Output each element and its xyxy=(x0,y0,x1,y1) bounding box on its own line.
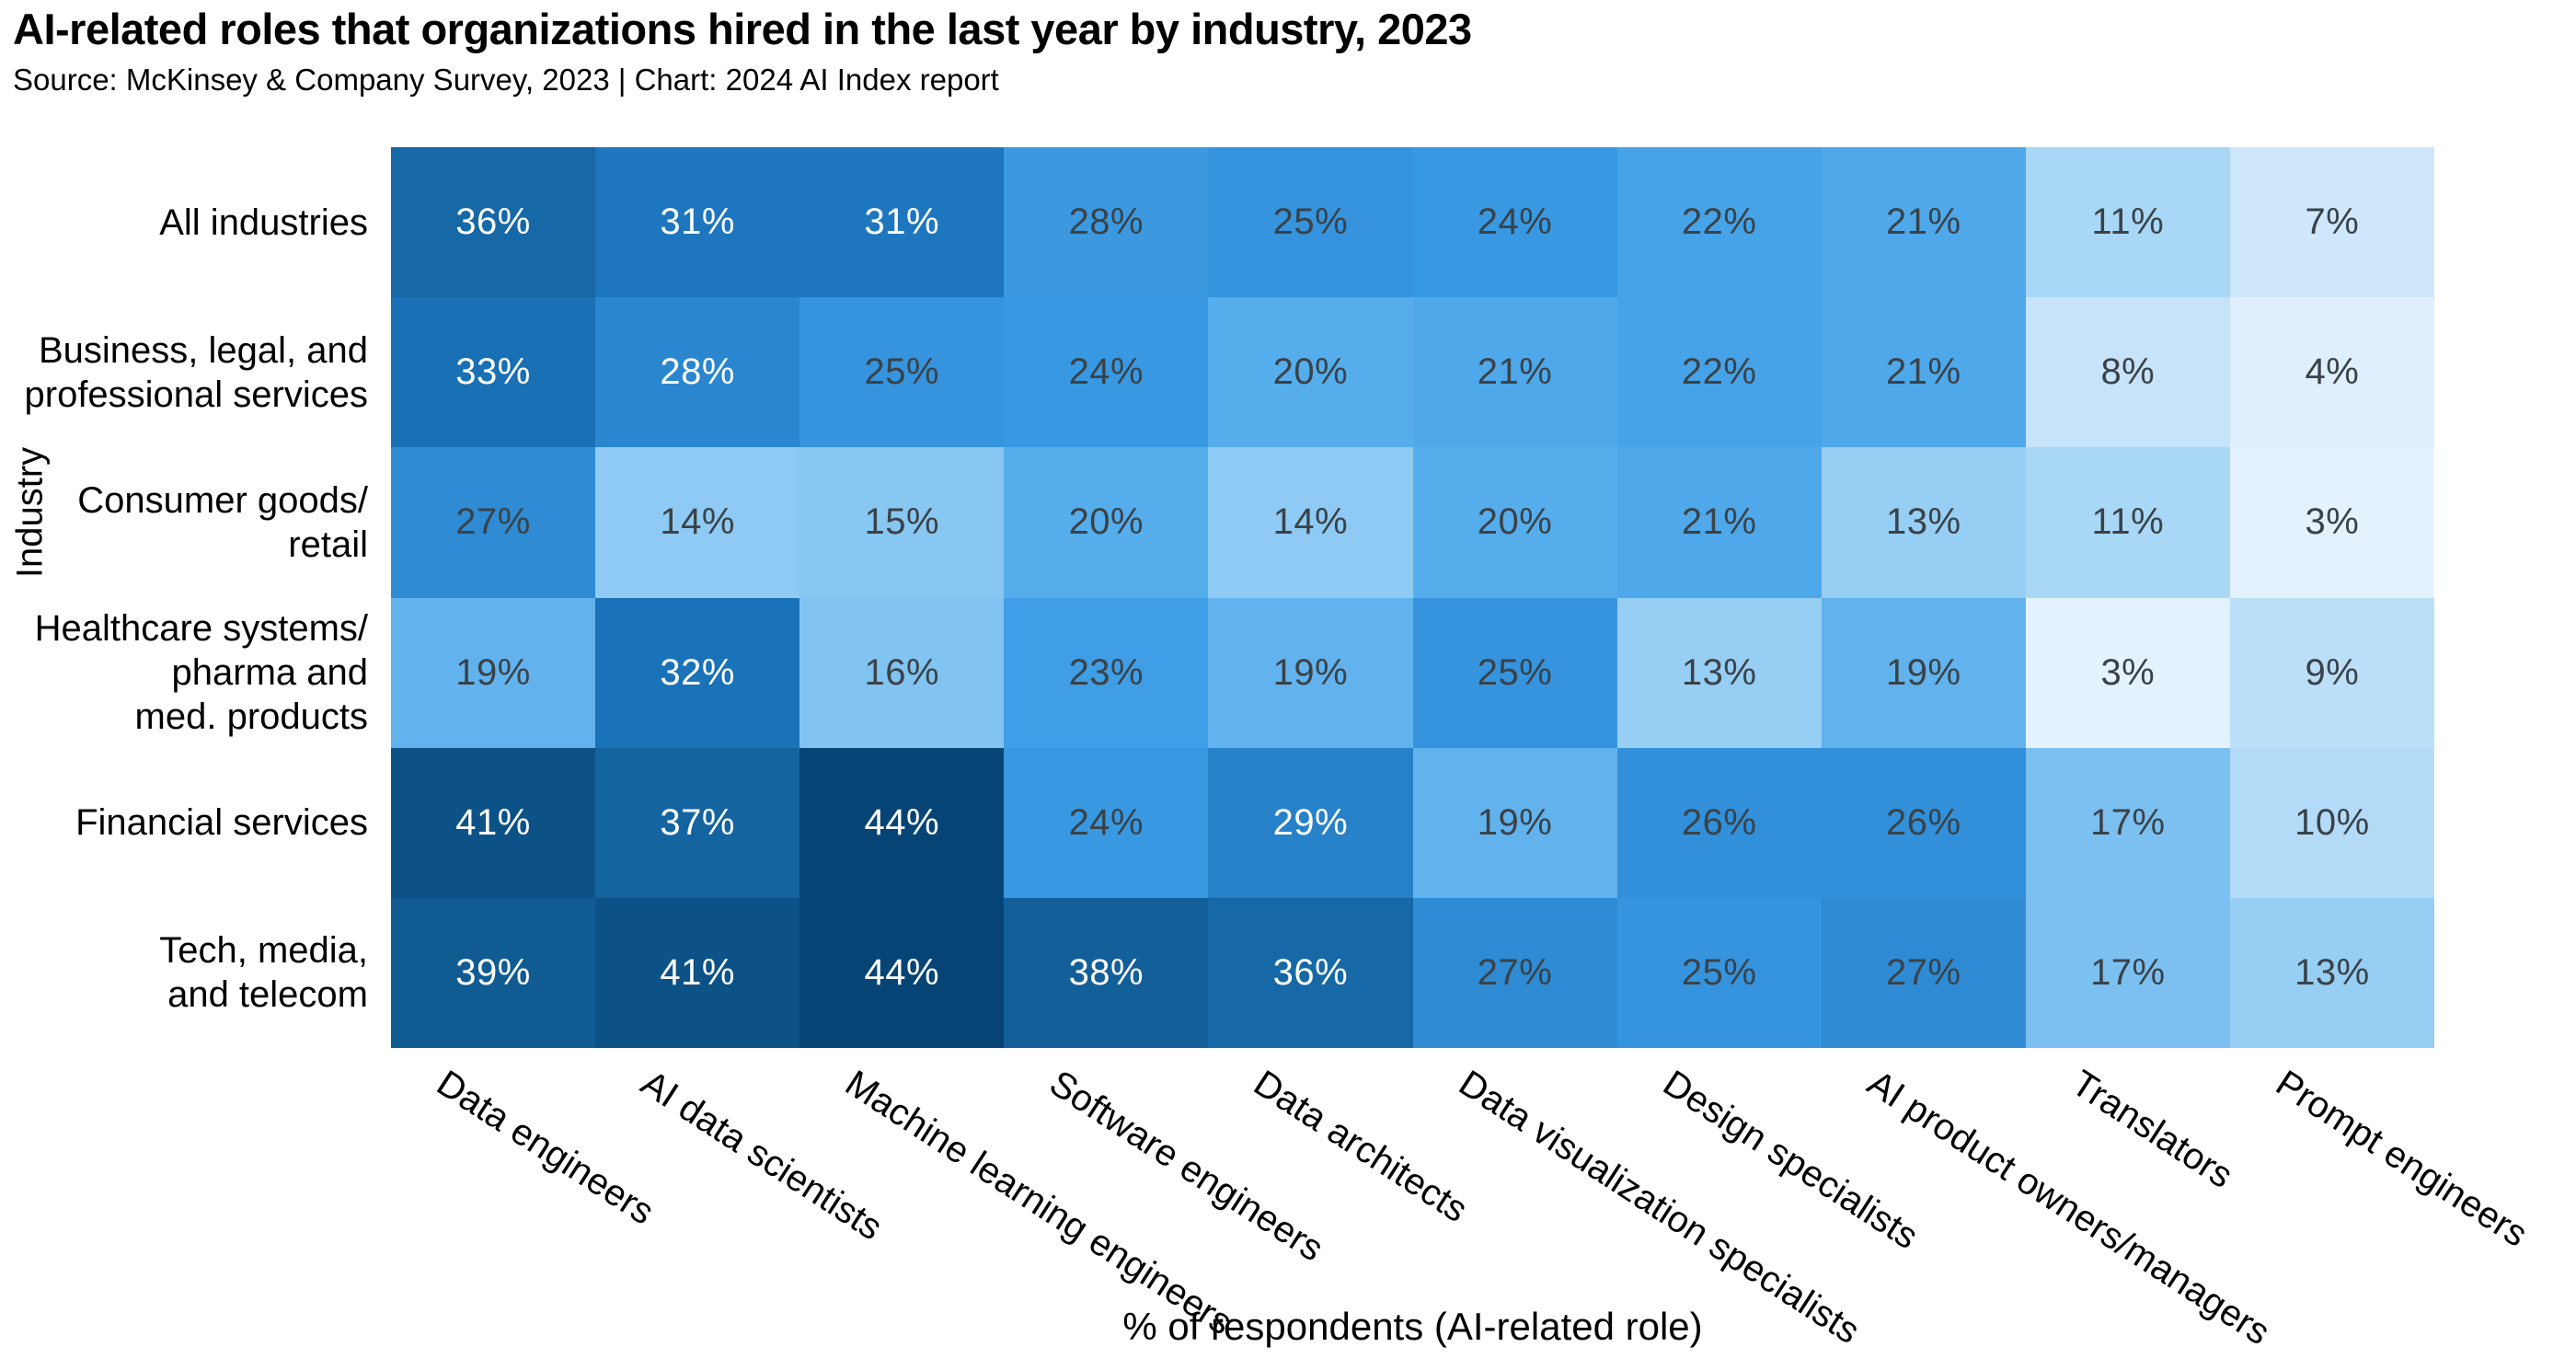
y-tick-label-3: Consumer goods/retail xyxy=(77,479,368,565)
heatmap-cell-r1-c8: 21% xyxy=(1821,147,2026,298)
y-tick-label-5: Financial services xyxy=(75,802,368,844)
y-tick-label-2: Business, legal, and professional service… xyxy=(24,329,369,415)
heatmap-cell-r5-c8: 26% xyxy=(1821,747,2026,898)
x-tick-label-10: Prompt engineers xyxy=(2268,1063,2535,1255)
heatmap-cell-r3-c6: 20% xyxy=(1412,447,1617,598)
heatmap-cell-r2-c2: 28% xyxy=(595,297,800,448)
heatmap-cell-r4-c4: 23% xyxy=(1004,597,1209,748)
page-title: AI-related roles that organizations hire… xyxy=(13,5,1472,53)
heatmap-cell-r4-c7: 13% xyxy=(1616,597,1822,748)
heatmap-cell-r6-c6: 27% xyxy=(1412,897,1617,1048)
heatmap-cell-r3-c1: 27% xyxy=(391,447,596,598)
heatmap-cell-r2-c1: 33% xyxy=(391,297,596,448)
heatmap-cell-r1-c2: 31% xyxy=(595,147,800,298)
heatmap-cell-r1-c7: 22% xyxy=(1616,147,1822,298)
heatmap-cell-r3-c4: 20% xyxy=(1004,447,1209,598)
heatmap-cell-r4-c8: 19% xyxy=(1821,597,2026,748)
heatmap-cell-r4-c6: 25% xyxy=(1412,597,1617,748)
heatmap-cell-r1-c6: 24% xyxy=(1412,147,1617,298)
heatmap-cell-r5-c6: 19% xyxy=(1412,747,1617,898)
heatmap-cell-r5-c7: 26% xyxy=(1616,747,1822,898)
heatmap-cell-r2-c9: 8% xyxy=(2025,297,2230,448)
heatmap-cell-r2-c6: 21% xyxy=(1412,297,1617,448)
heatmap-grid: 36% 31% 31% 28% 25% 24% 22% 21% 11% 7% 33% 28% 25% 24… xyxy=(391,147,2434,1048)
x-tick-label-9: Translators xyxy=(2064,1063,2240,1197)
heatmap-cell-r5-c10: 10% xyxy=(2229,747,2434,898)
heatmap-cell-r2-c4: 24% xyxy=(1004,297,1209,448)
heatmap-cell-r6-c8: 27% xyxy=(1821,897,2026,1048)
heatmap-cell-r1-c3: 31% xyxy=(799,147,1005,298)
heatmap-cell-r2-c8: 21% xyxy=(1821,297,2026,448)
heatmap-cell-r6-c7: 25% xyxy=(1616,897,1822,1048)
heatmap-cell-r6-c3: 44% xyxy=(799,897,1005,1048)
x-tick-label-3: Machine learning engineers xyxy=(838,1063,1240,1343)
heatmap-cell-r3-c5: 14% xyxy=(1208,447,1413,598)
heatmap-cell-r2-c7: 22% xyxy=(1616,297,1822,448)
heatmap-cell-r4-c5: 19% xyxy=(1208,597,1413,748)
heatmap-cell-r6-c2: 41% xyxy=(595,897,800,1048)
heatmap-cell-r6-c4: 38% xyxy=(1004,897,1209,1048)
heatmap-cell-r2-c3: 25% xyxy=(799,297,1005,448)
heatmap-cell-r1-c5: 25% xyxy=(1208,147,1413,298)
heatmap-cell-r4-c10: 9% xyxy=(2229,597,2434,748)
heatmap-cell-r3-c8: 13% xyxy=(1821,447,2026,598)
heatmap-cell-r1-c10: 7% xyxy=(2229,147,2434,298)
y-axis-tick-labels: All industries Business, legal, and profes… xyxy=(0,147,375,1048)
heatmap-cell-r5-c4: 24% xyxy=(1004,747,1209,898)
chart-source-caption: Source: McKinsey & Company Survey, 2023 … xyxy=(13,63,999,97)
heatmap-cell-r5-c5: 29% xyxy=(1208,747,1413,898)
heatmap-cell-r5-c2: 37% xyxy=(595,747,800,898)
heatmap-cell-r2-c10: 4% xyxy=(2229,297,2434,448)
heatmap-cell-r3-c2: 14% xyxy=(595,447,800,598)
x-tick-label-1: Data engineers xyxy=(430,1063,661,1233)
heatmap-cell-r3-c7: 21% xyxy=(1616,447,1822,598)
heatmap-cell-r4-c2: 32% xyxy=(595,597,800,748)
heatmap-cell-r2-c5: 20% xyxy=(1208,297,1413,448)
heatmap-cell-r4-c9: 3% xyxy=(2025,597,2230,748)
y-tick-label-6: Tech, media, and telecom xyxy=(159,930,368,1016)
heatmap-cell-r1-c1: 36% xyxy=(391,147,596,298)
y-tick-label-1: All industries xyxy=(159,201,368,243)
y-tick-label-4: Healthcare systems/pharma and med. produc… xyxy=(34,608,368,738)
heatmap-cell-r5-c3: 44% xyxy=(799,747,1005,898)
heatmap-cell-r4-c3: 16% xyxy=(799,597,1005,748)
heatmap-cell-r6-c1: 39% xyxy=(391,897,596,1048)
heatmap-cell-r3-c9: 11% xyxy=(2025,447,2230,598)
heatmap-cell-r6-c10: 13% xyxy=(2229,897,2434,1048)
heatmap-cell-r4-c1: 19% xyxy=(391,597,596,748)
heatmap-cell-r1-c9: 11% xyxy=(2025,147,2230,298)
heatmap-cell-r5-c9: 17% xyxy=(2025,747,2230,898)
heatmap-cell-r1-c4: 28% xyxy=(1004,147,1209,298)
heatmap-cell-r6-c9: 17% xyxy=(2025,897,2230,1048)
heatmap-cell-r6-c5: 36% xyxy=(1208,897,1413,1048)
heatmap-cell-r3-c10: 3% xyxy=(2229,447,2434,598)
heatmap-cell-r3-c3: 15% xyxy=(799,447,1005,598)
heatmap-cell-r5-c1: 41% xyxy=(391,747,596,898)
x-axis-title: % of respondents (AI-related role) xyxy=(1122,1305,1703,1348)
